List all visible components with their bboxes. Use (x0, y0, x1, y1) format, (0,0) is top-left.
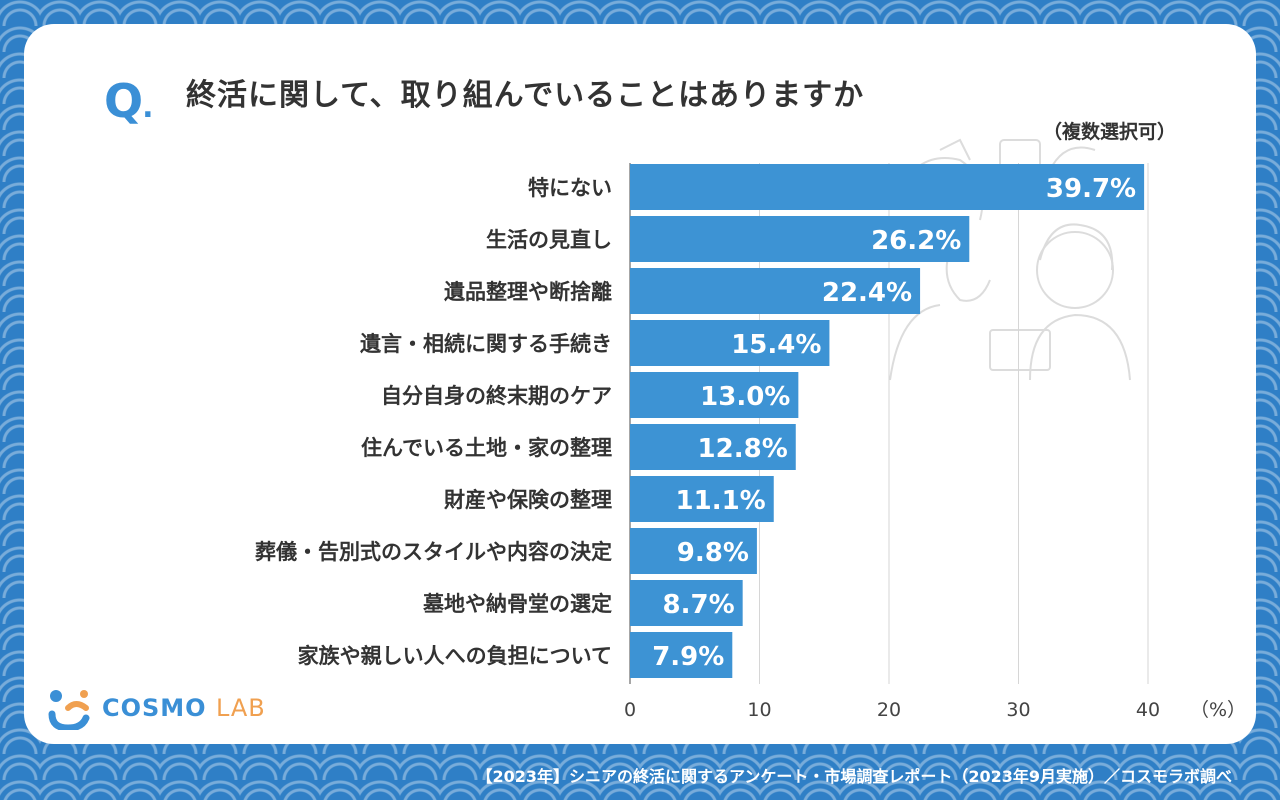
bar (630, 268, 921, 314)
source-footer: 【2023年】シニアの終活に関するアンケート・市場調査レポート（2023年9月実… (476, 767, 1232, 786)
category-label: 自分自身の終末期のケア (381, 384, 612, 408)
bar (630, 372, 799, 418)
data-label: 11.1% (676, 486, 766, 516)
bar (630, 580, 743, 626)
data-label: 22.4% (822, 278, 912, 308)
x-tick-label: 10 (747, 699, 771, 721)
data-label: 15.4% (731, 330, 821, 360)
bar (630, 632, 733, 678)
data-label: 7.9% (652, 642, 724, 672)
data-label: 8.7% (663, 590, 735, 620)
category-label: 遺品整理や断捨離 (444, 280, 612, 304)
data-label: 9.8% (677, 538, 749, 568)
x-tick-label: 20 (877, 699, 901, 721)
cosmo-lab-logo: COSMO LAB (46, 686, 266, 730)
logo-icon (48, 690, 90, 730)
category-label: 生活の見直し (486, 228, 612, 252)
bar (630, 216, 970, 262)
x-unit-label: （%） (1190, 699, 1246, 721)
category-label: 葬儀・告別式のスタイルや内容の決定 (255, 540, 612, 564)
category-label: 遺言・相続に関する手続き (360, 332, 612, 356)
bar (630, 476, 774, 522)
bar (630, 320, 830, 366)
bar (630, 424, 796, 470)
data-label: 12.8% (698, 434, 788, 464)
data-label: 39.7% (1046, 174, 1136, 204)
bar (630, 528, 757, 574)
data-label: 26.2% (871, 226, 961, 256)
category-label: 特にない (528, 176, 612, 200)
multiple-choice-note: （複数選択可） (1042, 121, 1176, 143)
logo-wordmark: COSMO LAB (102, 694, 266, 722)
question-mark: Q. (104, 74, 154, 128)
category-label: 住んでいる土地・家の整理 (361, 436, 612, 460)
data-label: 13.0% (700, 382, 790, 412)
category-label: 家族や親しい人への負担について (298, 644, 612, 668)
category-label: 墓地や納骨堂の選定 (422, 592, 612, 616)
x-tick-label: 30 (1006, 699, 1030, 721)
category-label: 財産や保険の整理 (444, 488, 612, 512)
x-tick-label: 0 (624, 699, 636, 721)
x-tick-label: 40 (1136, 699, 1160, 721)
question-title: 終活に関して、取り組んでいることはありますか (186, 78, 865, 113)
bar (630, 164, 1145, 210)
